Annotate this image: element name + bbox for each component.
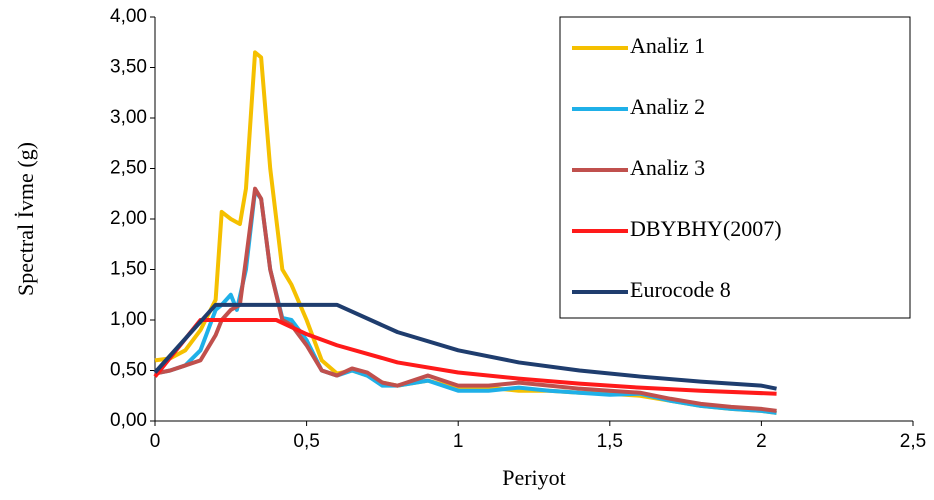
y-tick-label: 0,00 (110, 410, 147, 431)
legend-label: Analiz 3 (630, 155, 705, 180)
y-tick-label: 2,50 (110, 158, 147, 179)
legend-label: Analiz 1 (630, 33, 705, 58)
x-tick-label: 2,5 (900, 431, 926, 452)
y-axis-title: Spectral İvme (g) (13, 142, 38, 296)
y-tick-label: 1,00 (110, 309, 147, 330)
y-tick-label: 3,50 (110, 57, 147, 78)
y-tick-label: 4,00 (110, 6, 147, 27)
series-line (154, 186, 777, 413)
y-tick-label: 2,00 (110, 208, 147, 229)
legend-label: Eurocode 8 (630, 277, 731, 302)
x-tick-label: 1 (453, 431, 464, 452)
x-tick-label: 0,5 (293, 431, 319, 452)
x-tick-label: 0 (150, 431, 161, 452)
x-axis-title: Periyot (502, 465, 566, 490)
series-line (153, 302, 777, 391)
y-tick-label: 3,00 (110, 107, 147, 128)
legend-label: Analiz 2 (630, 94, 705, 119)
y-tick-label: 1,50 (110, 259, 147, 280)
legend-label: DBYBHY(2007) (630, 216, 782, 241)
series-line (153, 318, 777, 396)
legend-box (559, 16, 911, 319)
x-tick-label: 2 (756, 431, 767, 452)
y-tick-label: 0,50 (110, 360, 147, 381)
x-tick-label: 1,5 (597, 431, 623, 452)
